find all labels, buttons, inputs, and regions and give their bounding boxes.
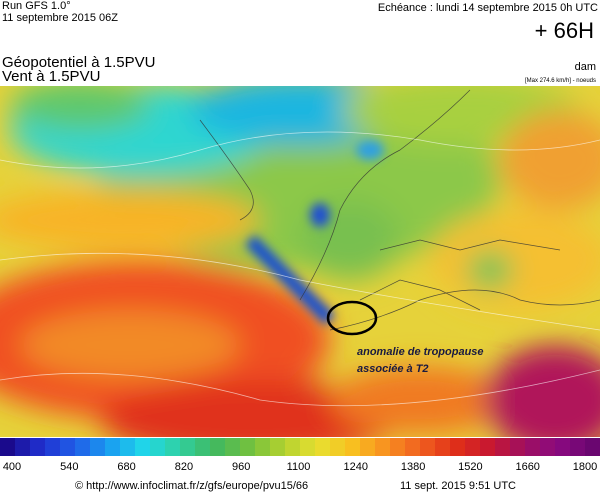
colorbar-swatch	[45, 438, 61, 456]
map-field: anomalie de tropopause associée à T2	[0, 86, 600, 437]
colorbar-label: 1800	[573, 461, 597, 473]
colorbar-swatch	[135, 438, 151, 456]
colorbar-swatch	[435, 438, 451, 456]
colorbar-label: 400	[3, 461, 21, 473]
max-wind: [Max 274.6 km/h] - noeuds	[525, 78, 596, 84]
run-date: 11 septembre 2015 06Z	[2, 12, 118, 24]
colorbar-swatch	[225, 438, 241, 456]
footer-source: © http://www.infoclimat.fr/z/gfs/europe/…	[75, 480, 308, 492]
colorbar-swatch	[300, 438, 316, 456]
colorbar-swatch	[525, 438, 541, 456]
colorbar-swatch	[180, 438, 196, 456]
colorbar-swatch	[360, 438, 376, 456]
footer-date: 11 sept. 2015 9:51 UTC	[400, 480, 516, 492]
lead-time: + 66H	[535, 18, 594, 43]
title: Géopotentiel à 1.5PVU	[2, 54, 155, 71]
colorbar-swatch	[0, 438, 16, 456]
colorbar-label: 1100	[287, 461, 311, 473]
colorbar-swatch	[555, 438, 571, 456]
colorbar-swatch	[585, 438, 600, 456]
colorbar-swatch	[270, 438, 286, 456]
colorbar-swatch	[570, 438, 586, 456]
colorbar-swatch	[375, 438, 391, 456]
colorbar-swatch	[450, 438, 466, 456]
colorbar-swatch	[255, 438, 271, 456]
colorbar-swatch	[150, 438, 166, 456]
colorbar-swatch	[495, 438, 511, 456]
colorbar-swatch	[15, 438, 31, 456]
colorbar: 400 540 680 820 960 1100 1240 1380 1520 1660 1800	[0, 438, 600, 473]
annotation-circle	[326, 300, 378, 336]
annotation-line: associée à T2	[357, 363, 429, 375]
colorbar-swatch	[315, 438, 331, 456]
colorbar-label: 1380	[401, 461, 425, 473]
unit: dam	[575, 61, 596, 73]
colorbar-swatch	[75, 438, 91, 456]
annotation-line: anomalie de tropopause	[357, 346, 484, 358]
colorbar-label: 680	[117, 461, 135, 473]
colorbar-swatch	[195, 438, 211, 456]
colorbar-label: 960	[232, 461, 250, 473]
colorbar-label: 1240	[344, 461, 368, 473]
colorbar-swatch	[390, 438, 406, 456]
colorbar-swatch	[120, 438, 136, 456]
colorbar-swatch	[240, 438, 256, 456]
colorbar-swatch	[330, 438, 346, 456]
colorbar-swatch	[465, 438, 481, 456]
colorbar-swatch	[420, 438, 436, 456]
colorbar-swatch	[165, 438, 181, 456]
colorbar-swatch	[90, 438, 106, 456]
colorbar-swatch	[60, 438, 76, 456]
colorbar-label: 1660	[515, 461, 539, 473]
colorbar-label: 820	[175, 461, 193, 473]
colorbar-swatch	[480, 438, 496, 456]
colorbar-label: 1520	[458, 461, 482, 473]
colorbar-label: 540	[60, 461, 78, 473]
colorbar-swatch	[405, 438, 421, 456]
run-label: Run GFS 1.0°	[2, 0, 71, 12]
colorbar-swatch	[510, 438, 526, 456]
colorbar-swatch	[345, 438, 361, 456]
echeance: Echéance : lundi 14 septembre 2015 0h UT…	[378, 2, 598, 14]
colorbar-swatch	[105, 438, 121, 456]
colorbar-swatch	[30, 438, 46, 456]
subtitle: Vent à 1.5PVU	[2, 68, 100, 85]
colorbar-swatch	[540, 438, 556, 456]
colorbar-swatch	[210, 438, 226, 456]
colorbar-swatch	[285, 438, 301, 456]
